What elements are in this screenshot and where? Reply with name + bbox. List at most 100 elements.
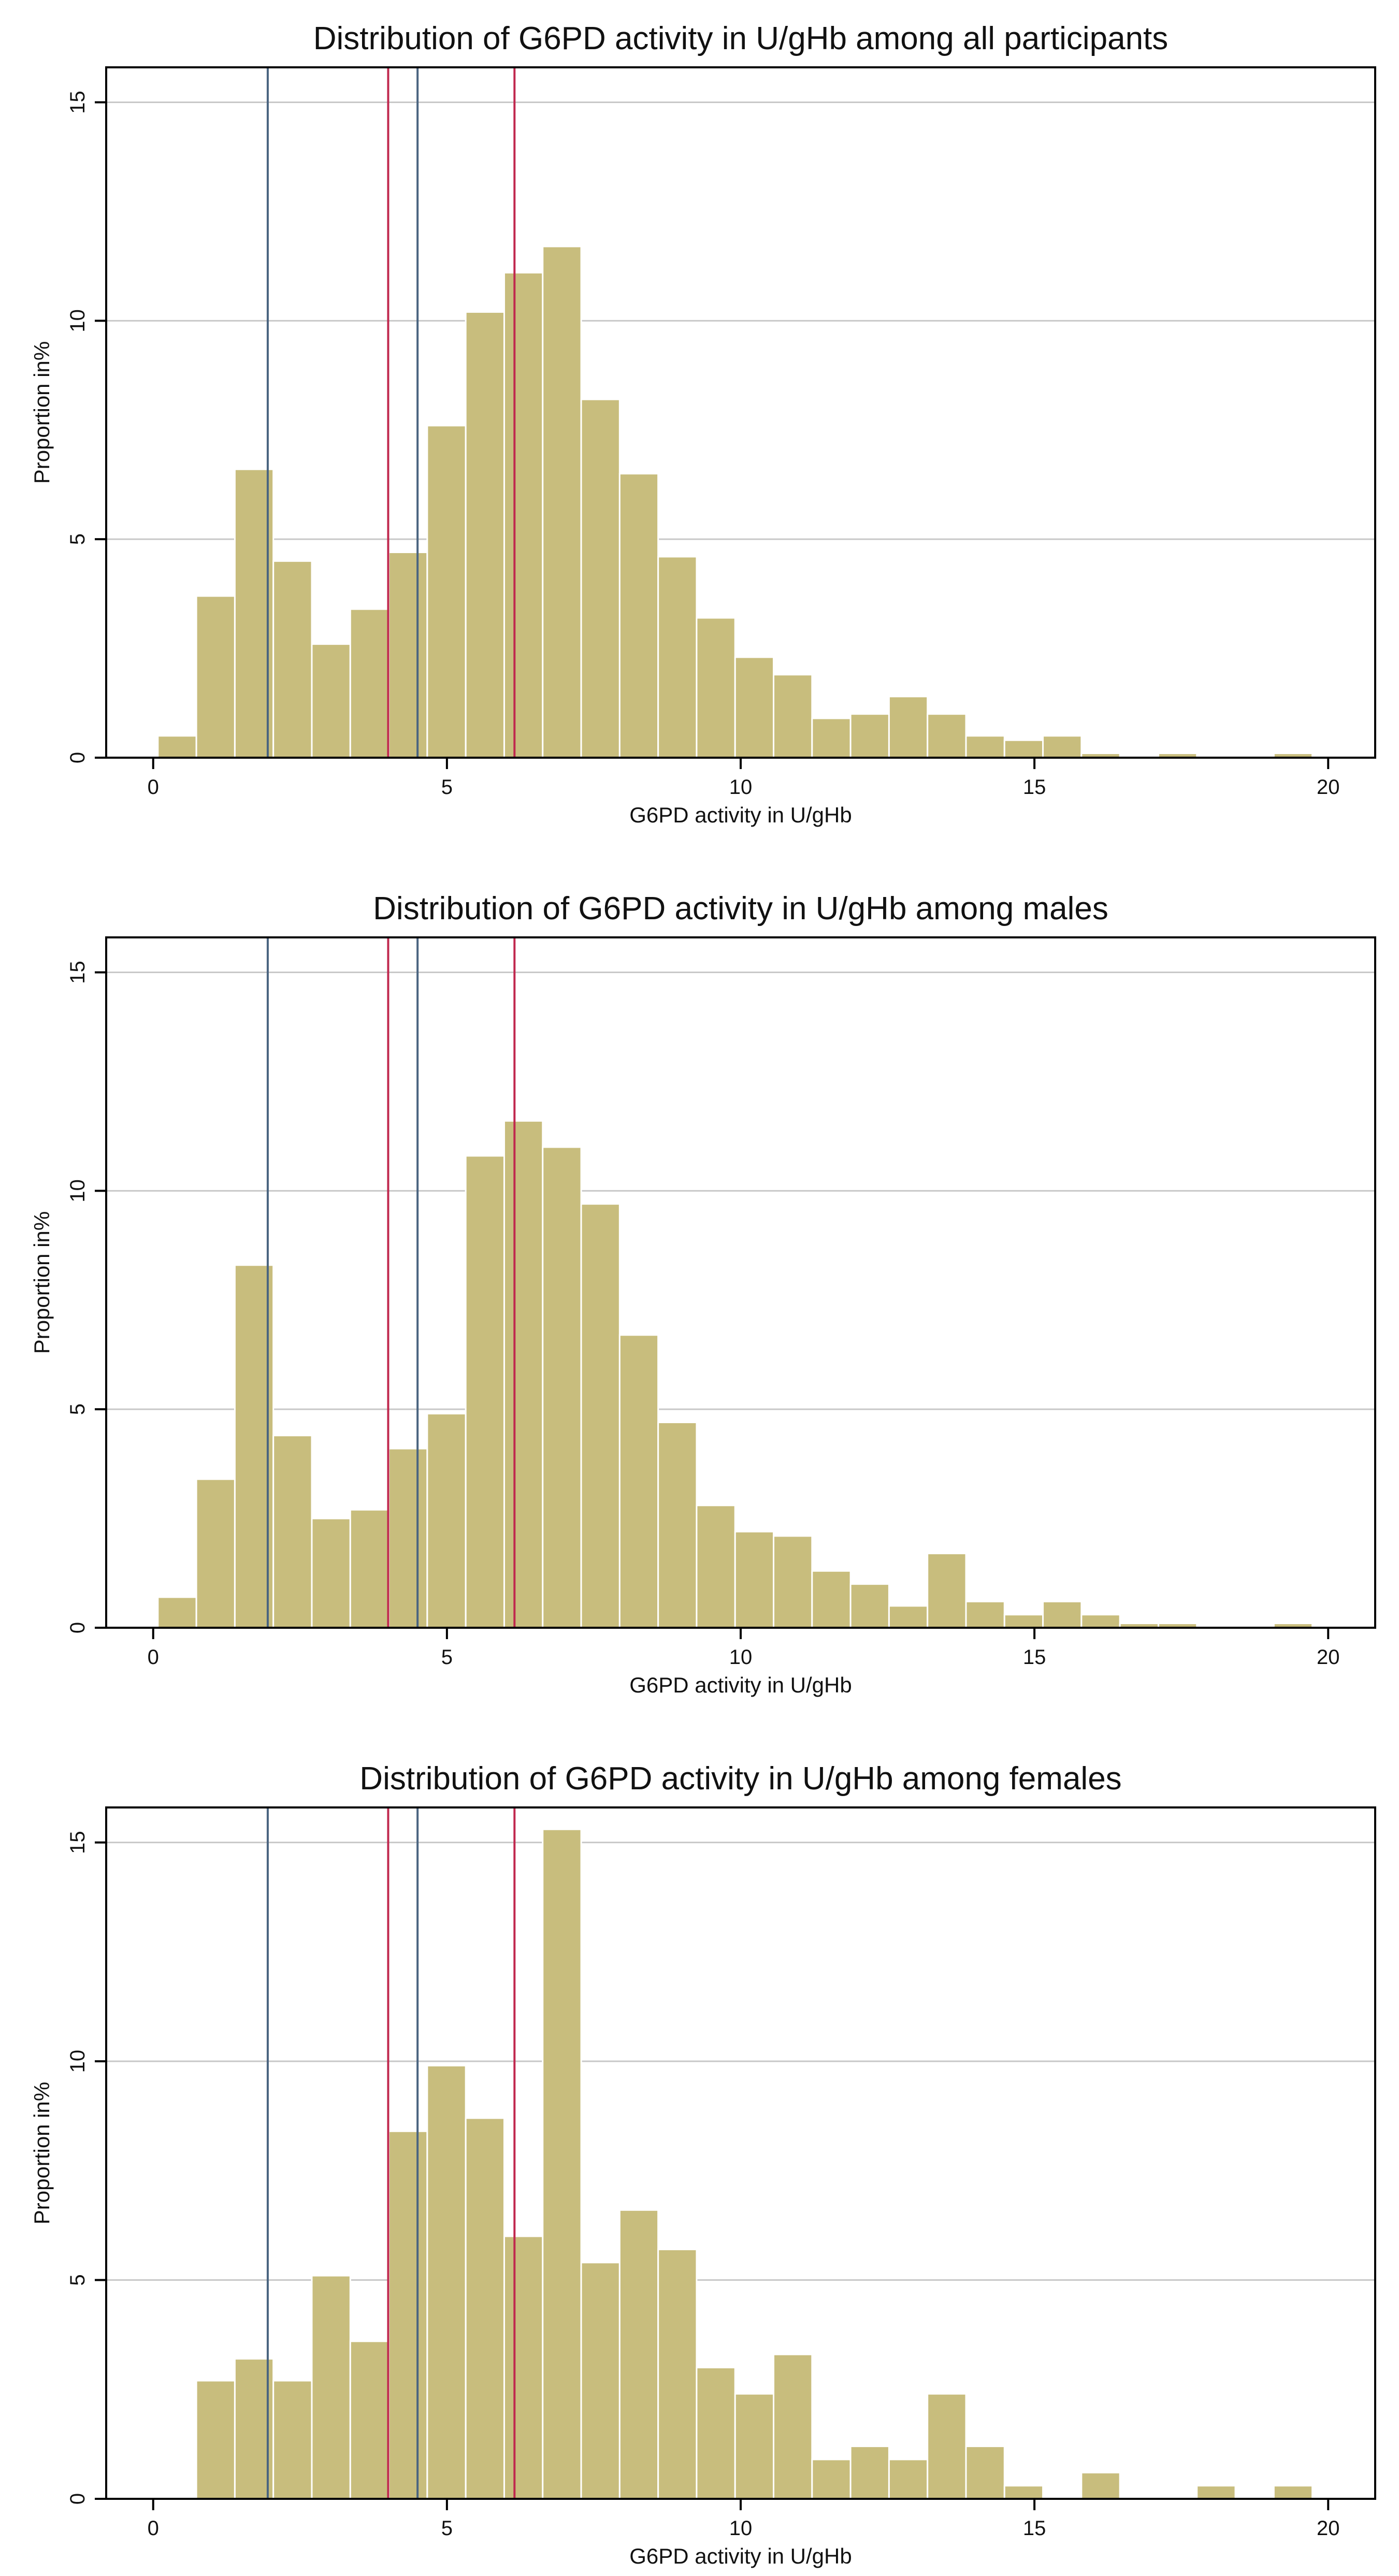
histogram-bar (157, 735, 197, 759)
histogram-bar (465, 1155, 505, 1629)
histogram-bar (272, 1435, 313, 1629)
histogram-bar (1080, 2471, 1121, 2500)
y-tick-label: 5 (66, 533, 89, 545)
x-tick-label: 5 (441, 2517, 453, 2540)
x-axis-label: G6PD activity in U/gHb (629, 1673, 852, 1697)
histogram-bar (773, 1535, 813, 1629)
x-tick-label: 10 (729, 2517, 753, 2540)
x-axis-label: G6PD activity in U/gHb (629, 2544, 852, 2568)
histogram-bar (734, 1530, 775, 1629)
histogram-bar (927, 2393, 967, 2500)
histogram-bar (542, 245, 582, 759)
histogram-bar (773, 674, 813, 759)
histogram-bar (849, 1583, 890, 1629)
histogram-bar (657, 2248, 698, 2500)
histogram-bar (657, 1421, 698, 1629)
histogram-bar (1273, 2485, 1314, 2500)
y-tick-label: 0 (66, 2493, 89, 2505)
histogram-bar (849, 713, 890, 759)
histogram-bar (465, 311, 505, 759)
histogram-bar (580, 2262, 621, 2500)
histogram-bar (618, 473, 659, 759)
x-tick-label: 10 (729, 776, 753, 799)
histogram-bar (734, 2393, 775, 2500)
histogram-bar (349, 1509, 390, 1629)
y-tick-label: 10 (66, 309, 89, 332)
histogram-bar (503, 272, 544, 759)
histogram-bar (195, 1478, 236, 1629)
histogram-bar (888, 1605, 929, 1629)
x-tick-label: 0 (148, 2517, 159, 2540)
x-tick-label: 0 (148, 776, 159, 799)
x-axis-label: G6PD activity in U/gHb (629, 803, 852, 827)
y-tick-label: 5 (66, 2274, 89, 2285)
histogram-bar (965, 2445, 1005, 2500)
chart-panel-1: 0 5 10 15 20 0 5 10 15 Distribution of G6PD activ… (30, 21, 1376, 827)
x-tick-label: 20 (1317, 776, 1340, 799)
histogram-bar (388, 551, 428, 759)
histogram-bar (311, 643, 351, 759)
histogram-bar (157, 1596, 197, 1629)
histogram-bar (696, 1504, 736, 1629)
y-tick-label: 15 (66, 961, 89, 984)
histogram-bar (195, 595, 236, 759)
histogram-bar (811, 1570, 852, 1629)
histogram-bar (349, 2340, 390, 2500)
histogram-bar (272, 560, 313, 759)
x-tick-label: 10 (729, 1646, 753, 1669)
histogram-bar (1003, 739, 1044, 759)
x-tick-label: 20 (1317, 1646, 1340, 1669)
chart-panel-3: 0 5 10 15 20 0 5 10 15 Distribution of G6PD activ… (30, 1761, 1376, 2568)
y-axis-label: Proportion in% (30, 2082, 54, 2224)
histogram-bar (734, 656, 775, 759)
y-tick-label: 0 (66, 752, 89, 763)
histogram-bar (696, 617, 736, 759)
histogram-bar (849, 2445, 890, 2500)
histogram-bar (618, 1334, 659, 1629)
histogram-bar (927, 1553, 967, 1629)
chart-title: Distribution of G6PD activity in U/gHb a… (373, 891, 1108, 927)
histogram-bar (1080, 1614, 1121, 1629)
histogram-bar (1196, 2485, 1236, 2500)
histogram-bar (426, 1413, 467, 1629)
x-tick-label: 15 (1023, 1646, 1046, 1669)
y-tick-label: 15 (66, 1831, 89, 1854)
y-tick-label: 0 (66, 1622, 89, 1633)
histogram-bar (272, 2380, 313, 2500)
histogram-bar (426, 425, 467, 759)
histogram-bar (657, 556, 698, 759)
histogram-bar (580, 1203, 621, 1629)
x-tick-label: 15 (1023, 776, 1046, 799)
histogram-bar (503, 2235, 544, 2500)
chart-panel-2: 0 5 10 15 20 0 5 10 15 Distribution of G6PD activ… (30, 891, 1376, 1697)
y-tick-label: 5 (66, 1403, 89, 1415)
y-tick-label: 15 (66, 91, 89, 114)
x-tick-label: 15 (1023, 2517, 1046, 2540)
histogram-bar (388, 1448, 428, 1629)
histogram-bar (311, 1517, 351, 1629)
histogram-bar (888, 2458, 929, 2500)
histogram-bar (1042, 735, 1083, 759)
x-tick-label: 20 (1317, 2517, 1340, 2540)
histogram-bar (696, 2367, 736, 2500)
histogram-bar (965, 1600, 1005, 1629)
histogram-bar (773, 2353, 813, 2500)
histogram-bar (1003, 2485, 1044, 2500)
chart-title: Distribution of G6PD activity in U/gHb a… (313, 21, 1169, 56)
y-tick-label: 10 (66, 2050, 89, 2073)
histogram-bar (927, 713, 967, 759)
y-axis-label: Proportion in% (30, 341, 54, 484)
histogram-bar (426, 2065, 467, 2500)
x-tick-label: 5 (441, 1646, 453, 1669)
histogram-bar (580, 398, 621, 759)
histogram-bar (542, 1828, 582, 2500)
histogram-bar (349, 608, 390, 759)
histogram-bar (311, 2275, 351, 2500)
histogram-bar (195, 2380, 236, 2500)
histogram-bar (618, 2209, 659, 2500)
histogram-bar (811, 2458, 852, 2500)
histogram-bar (888, 696, 929, 759)
x-tick-label: 5 (441, 776, 453, 799)
